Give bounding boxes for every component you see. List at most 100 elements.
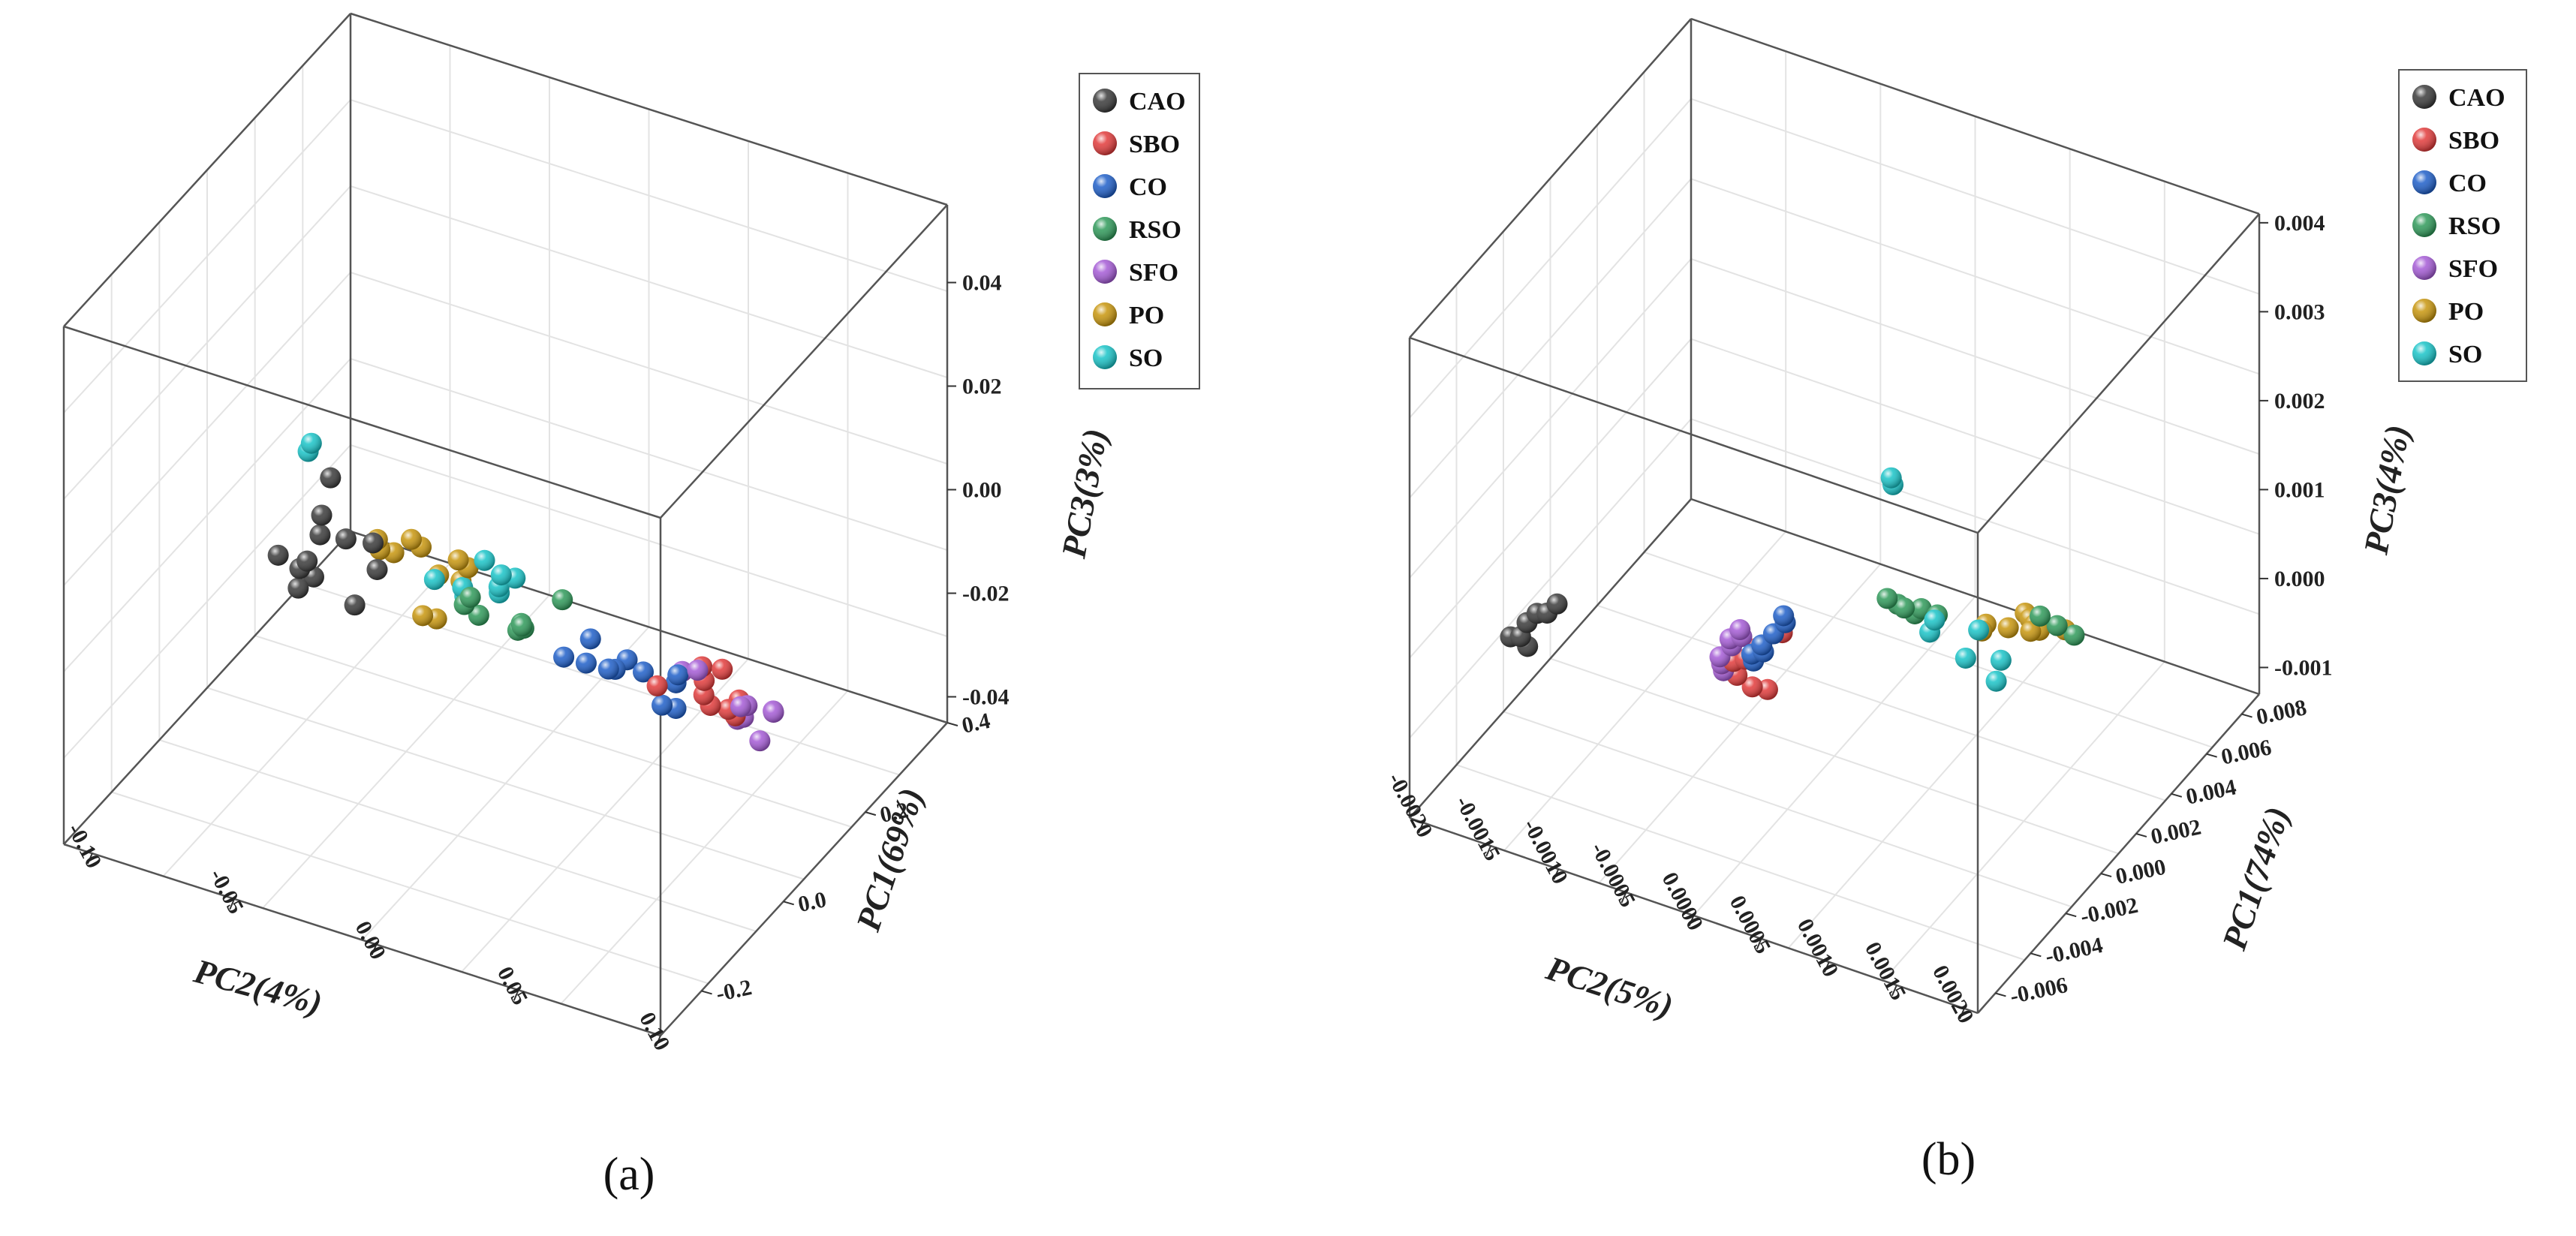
point-po [1997, 617, 2019, 639]
point-sbo [646, 675, 668, 696]
point-shine [575, 652, 597, 674]
pc1-tick [2030, 952, 2042, 958]
legend-label: SBO [2448, 127, 2499, 155]
pc3-tick-label: 0.004 [2274, 211, 2325, 236]
point-shine [1894, 597, 1915, 619]
legend: CAO SBO CO RSO SFO PO SO [1079, 73, 1200, 389]
pc3-tick-label: -0.001 [2274, 655, 2333, 680]
pc1-tick-label: -0.2 [714, 975, 754, 1006]
point-shine [366, 558, 388, 580]
legend-item-co: CO [1093, 173, 1167, 201]
cube-edge [660, 722, 948, 1036]
grid-line [560, 690, 849, 1005]
legend-label: CAO [2448, 84, 2505, 112]
pc2-tick [371, 944, 378, 955]
grid-line [1690, 98, 2260, 295]
point-shine [2063, 624, 2085, 646]
pc2-tick-label: 0.05 [492, 963, 533, 1009]
point-shine [490, 564, 512, 586]
point-cao [366, 558, 388, 580]
point-sfo [749, 730, 771, 752]
pc2-tick [1418, 822, 1424, 834]
point-sbo [1741, 676, 1763, 698]
pc1-axis-title: PC1(74%) [2214, 802, 2297, 955]
point-shine [300, 432, 322, 454]
legend-item-cao: CAO [2412, 84, 2505, 112]
pc3-tick-label: 0.002 [2274, 389, 2325, 414]
point-cao [267, 544, 289, 566]
pc1-tick-label: 0.0 [796, 887, 829, 917]
point-co [553, 646, 575, 668]
pc1-tick [2065, 913, 2077, 918]
pc1-tick-label: -0.006 [2008, 973, 2070, 1009]
pc3-tick-label: 0.02 [962, 374, 1002, 399]
point-co [1773, 605, 1795, 627]
cube-edge [1977, 213, 2260, 534]
pc1-axis-title: PC1(69%) [848, 783, 931, 937]
pc2-axis-title: PC2(4%) [190, 952, 327, 1022]
legend-marker-shine [1093, 302, 1117, 326]
legend-label: RSO [1129, 216, 1181, 244]
point-shine [287, 577, 309, 599]
point-shine [363, 532, 384, 554]
point-cao [344, 594, 366, 616]
point-shine [1985, 670, 2007, 692]
point-cao [309, 524, 331, 546]
pc3-tick-label: 0.001 [2274, 477, 2325, 502]
point-shine [320, 467, 342, 489]
point-sfo [730, 696, 751, 717]
panel-b-chart: -0.0020 -0.0015 -0.0010 -0.0005 0.0000 0.0005… [1383, 17, 2527, 1027]
point-shine [1924, 609, 1946, 631]
pc2-tick [513, 989, 519, 1001]
point-sfo [687, 660, 709, 681]
legend-item-sfo: SFO [2412, 255, 2498, 283]
point-co [597, 658, 619, 680]
point-shine [296, 550, 318, 572]
pc2-tick [1891, 985, 1897, 997]
pc2-tick [229, 898, 236, 910]
pc1-tick [783, 901, 794, 906]
legend-item-so: SO [2412, 341, 2482, 368]
grid-line [1644, 551, 2213, 748]
point-shine [652, 694, 673, 716]
legend-label: SO [1129, 344, 1163, 372]
point-po [412, 605, 434, 627]
point-shine [1729, 619, 1751, 641]
cube-edge [63, 13, 351, 327]
point-shine [335, 528, 357, 550]
point-so [1955, 647, 1976, 669]
grid-line [1550, 657, 2119, 855]
point-sfo [763, 702, 784, 723]
point-rso [2046, 615, 2068, 636]
legend-item-rso: RSO [2412, 212, 2501, 240]
pc2-tick [1621, 892, 1627, 904]
point-shine [646, 675, 668, 696]
pc2-tick [1485, 845, 1492, 857]
pc1-tick-label: -0.004 [2043, 933, 2105, 969]
point-so [423, 569, 445, 591]
point-cao [296, 550, 318, 572]
legend-marker-shine [1093, 345, 1117, 369]
cube-edge [63, 325, 661, 519]
pc1-tick [2100, 873, 2112, 878]
pc1-tick [701, 990, 712, 995]
point-shine [632, 661, 654, 683]
point-po [400, 528, 422, 550]
point-shine [1990, 649, 2012, 671]
cube-edge [660, 204, 948, 519]
legend-label: SO [2448, 341, 2482, 368]
legend-item-sfo: SFO [1093, 259, 1178, 287]
legend-item-co: CO [2412, 170, 2487, 197]
point-shine [1876, 588, 1898, 609]
legend-marker-shine [1093, 217, 1117, 241]
point-shine [579, 628, 601, 650]
pc2-tick [1959, 1008, 1965, 1020]
pc1-tick [2206, 753, 2217, 758]
pc2-tick [1756, 938, 1762, 950]
legend-item-cao: CAO [1093, 88, 1186, 116]
legend-label: RSO [2448, 212, 2501, 240]
point-shine [468, 604, 489, 626]
point-shine [553, 646, 575, 668]
point-shine [474, 549, 495, 571]
point-shine [344, 594, 366, 616]
